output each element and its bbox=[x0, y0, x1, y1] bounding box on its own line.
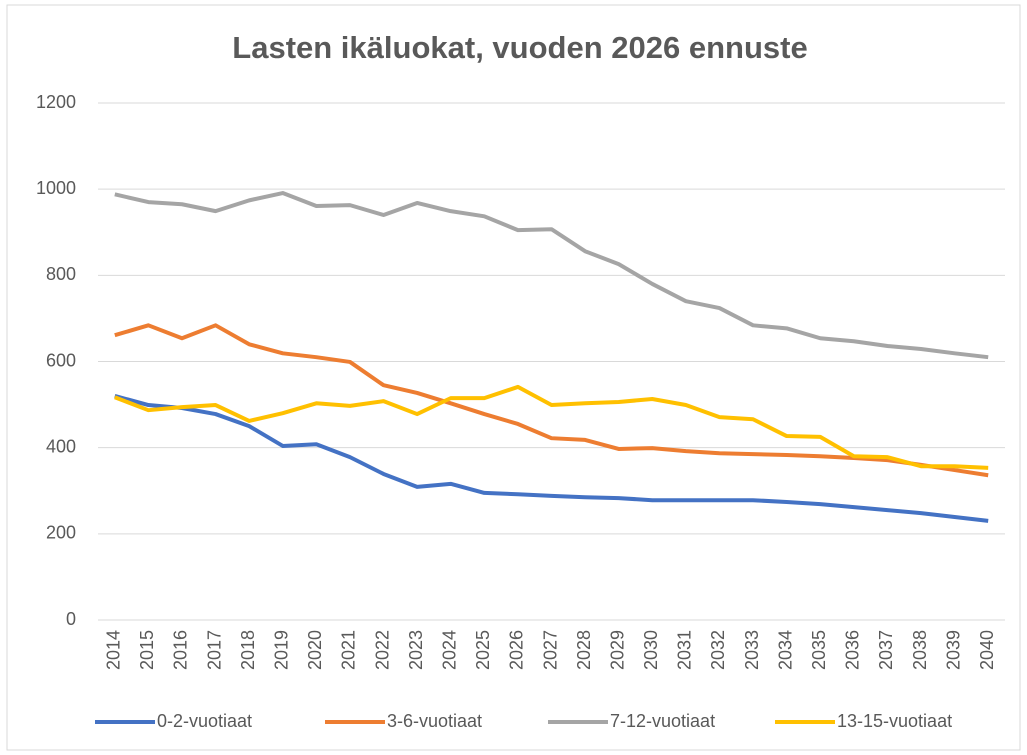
y-tick-label: 1200 bbox=[36, 92, 76, 112]
x-tick-label: 2017 bbox=[204, 630, 224, 670]
x-tick-label: 2022 bbox=[372, 630, 392, 670]
x-tick-label: 2023 bbox=[406, 630, 426, 670]
x-tick-label: 2039 bbox=[943, 630, 963, 670]
x-tick-label: 2029 bbox=[607, 630, 627, 670]
x-tick-label: 2018 bbox=[238, 630, 258, 670]
x-tick-label: 2038 bbox=[910, 630, 930, 670]
x-tick-label: 2036 bbox=[843, 630, 863, 670]
x-tick-label: 2015 bbox=[137, 630, 157, 670]
x-tick-label: 2019 bbox=[272, 630, 292, 670]
x-tick-label: 2020 bbox=[305, 630, 325, 670]
x-tick-label: 2025 bbox=[473, 630, 493, 670]
x-tick-label: 2030 bbox=[641, 630, 661, 670]
x-tick-label: 2040 bbox=[977, 630, 997, 670]
x-tick-label: 2031 bbox=[675, 630, 695, 670]
legend-label: 7-12-vuotiaat bbox=[610, 711, 715, 731]
x-tick-label: 2016 bbox=[171, 630, 191, 670]
x-tick-label: 2035 bbox=[809, 630, 829, 670]
y-tick-label: 600 bbox=[46, 350, 76, 370]
chart-border bbox=[6, 4, 1021, 751]
legend-label: 0-2-vuotiaat bbox=[157, 711, 252, 731]
chart-title: Lasten ikäluokat, vuoden 2026 ennuste bbox=[232, 30, 807, 65]
x-tick-label: 2026 bbox=[507, 630, 527, 670]
y-tick-label: 1000 bbox=[36, 178, 76, 198]
y-tick-label: 400 bbox=[46, 436, 76, 456]
x-tick-label: 2021 bbox=[339, 630, 359, 670]
line-series bbox=[114, 394, 989, 523]
x-tick-label: 2032 bbox=[708, 630, 728, 670]
x-tick-label: 2033 bbox=[742, 630, 762, 670]
line-series bbox=[114, 191, 989, 360]
x-tick-label: 2027 bbox=[540, 630, 560, 670]
x-tick-label: 2034 bbox=[775, 630, 795, 670]
x-tick-label: 2037 bbox=[876, 630, 896, 670]
line-series bbox=[114, 323, 989, 478]
y-tick-label: 800 bbox=[46, 264, 76, 284]
x-tick-label: 2014 bbox=[104, 630, 124, 670]
y-tick-label: 200 bbox=[46, 523, 76, 543]
legend-label: 3-6-vuotiaat bbox=[387, 711, 482, 731]
legend-label: 13-15-vuotiaat bbox=[837, 711, 952, 731]
x-tick-label: 2028 bbox=[574, 630, 594, 670]
y-tick-label: 0 bbox=[66, 609, 76, 629]
line-series bbox=[114, 384, 989, 470]
x-tick-label: 2024 bbox=[439, 630, 459, 670]
